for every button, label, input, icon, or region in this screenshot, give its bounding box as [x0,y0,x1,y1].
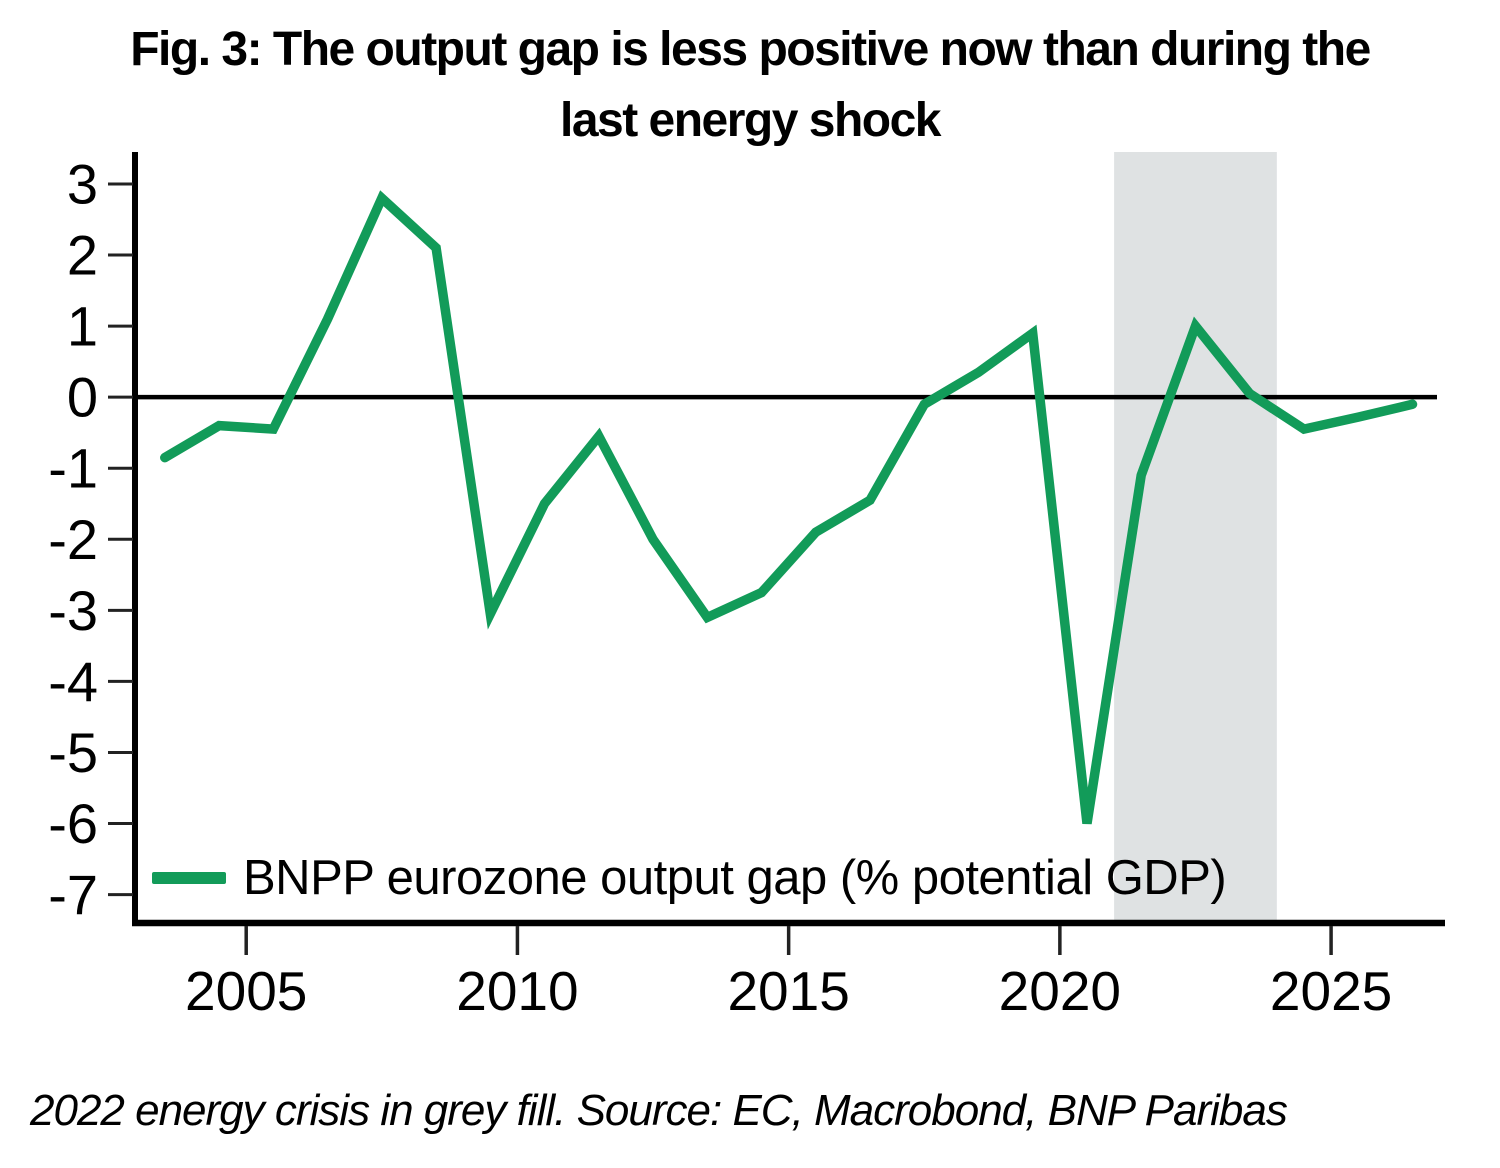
legend-label: BNPP eurozone output gap (% potential GD… [243,851,1227,905]
legend: BNPP eurozone output gap (% potential GD… [152,851,1227,905]
x-axis-tick-label: 2015 [727,960,849,1022]
y-axis-tick-label: 2 [67,224,98,287]
energy-crisis-shaded-band [1114,152,1277,923]
y-axis-tick-label: 1 [67,295,98,358]
legend-line-swatch [152,872,226,884]
chart-title: Fig. 3: The output gap is less positive … [20,14,1480,156]
x-axis-tick-label: 2025 [1270,960,1392,1022]
y-axis-tick-label: -5 [48,721,98,784]
y-axis-tick-label: -4 [48,650,98,713]
chart-title-line1: Fig. 3: The output gap is less positive … [130,23,1371,76]
y-axis-tick-label: -6 [48,792,98,855]
x-axis-tick-label: 2010 [456,960,578,1022]
y-axis-tick-label: 0 [67,366,98,429]
y-axis-tick-label: -2 [48,508,98,571]
output-gap-series-line [160,190,1418,825]
y-axis-tick-label: -7 [48,863,98,926]
source-footnote: 2022 energy crisis in grey fill. Source:… [30,1086,1288,1135]
y-axis-tick-label: 3 [67,152,98,215]
x-axis-tick-label: 2005 [185,960,307,1022]
y-axis-tick-label: -1 [48,437,98,500]
y-axis-tick-label: -3 [48,579,98,642]
x-axis-tick-label: 2020 [999,960,1121,1022]
chart-title-line2: last energy shock [559,94,942,147]
